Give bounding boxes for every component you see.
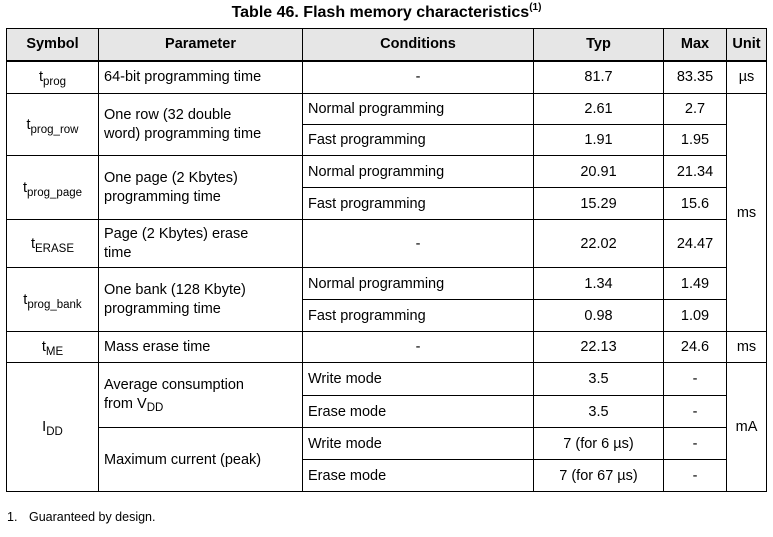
flash-characteristics-table-continued: tME Mass erase time - 22.13 24.6 ms IDD … (6, 331, 767, 492)
parameter-cell: One bank (128 Kbyte) programming time (98, 267, 303, 332)
parameter-cell: Mass erase time (98, 331, 303, 363)
conditions-cell: - (302, 331, 534, 363)
table-row: tERASE Page (2 Kbytes) erase time - 22.02… (6, 219, 767, 268)
header-symbol: Symbol (6, 28, 99, 62)
footnote-text: Guaranteed by design. (29, 510, 156, 524)
parameter-cell: Page (2 Kbytes) erase time (98, 219, 303, 268)
symbol-cell: tprog_row (6, 93, 99, 156)
table-row: tME Mass erase time - 22.13 24.6 ms (6, 331, 767, 363)
typ-cell: 20.91 (533, 155, 664, 188)
conditions-cell: Erase mode (302, 395, 534, 428)
table-row: Erase mode 7 (for 67 µs) - (7, 459, 767, 492)
unit-cell: ms (726, 93, 767, 332)
typ-cell: 2.61 (533, 93, 664, 125)
typ-cell: 7 (for 6 µs) (533, 427, 664, 460)
parameter-cell: 64-bit programming time (98, 60, 303, 94)
max-cell: - (663, 427, 727, 460)
conditions-cell: Normal programming (302, 93, 534, 125)
max-cell: 1.49 (663, 267, 727, 300)
header-parameter: Parameter (98, 28, 303, 62)
table-row: IDD Average consumption from VDD Write mo… (6, 362, 767, 492)
max-cell: - (663, 395, 727, 428)
max-cell: 2.7 (663, 93, 727, 125)
typ-cell: 22.02 (533, 219, 664, 268)
conditions-cell: Write mode (302, 427, 534, 460)
typ-cell: 15.29 (533, 187, 664, 220)
flash-characteristics-table: Symbol Parameter Conditions Typ Max Unit… (6, 28, 767, 332)
max-cell: 24.47 (663, 219, 727, 268)
table-row: Fast programming 0.98 1.09 (7, 299, 767, 332)
parameter-cell: One page (2 Kbytes) programming time (98, 155, 303, 220)
conditions-cell: Normal programming (302, 155, 534, 188)
max-cell: 21.34 (663, 155, 727, 188)
typ-cell: 7 (for 67 µs) (533, 459, 664, 492)
symbol-cell: tprog (6, 60, 99, 94)
parameter-cell: Maximum current (peak) (98, 427, 303, 492)
footnote-reference: (1) (529, 1, 542, 13)
header-max: Max (663, 28, 727, 62)
table-row: tprog_bank One bank (128 Kbyte) programmi… (6, 267, 767, 332)
table-row: tprog_page One page (2 Kbytes) programmin… (6, 155, 767, 220)
conditions-cell: Fast programming (302, 124, 534, 156)
typ-cell: 0.98 (533, 299, 664, 332)
typ-cell: 1.34 (533, 267, 664, 300)
conditions-cell: Erase mode (302, 459, 534, 492)
symbol-cell: IDD (6, 362, 99, 492)
typ-cell: 3.5 (533, 395, 664, 428)
table-row: Erase mode 3.5 - (7, 395, 767, 428)
max-cell: 83.35 (663, 60, 727, 94)
table-row: Fast programming 15.29 15.6 (7, 187, 767, 220)
typ-cell: 3.5 (533, 362, 664, 396)
max-cell: - (663, 362, 727, 396)
symbol-cell: tME (6, 331, 99, 363)
footnote: 1. Guaranteed by design. (7, 510, 155, 524)
conditions-cell: - (302, 219, 534, 268)
typ-cell: 22.13 (533, 331, 664, 363)
conditions-cell: - (302, 60, 534, 94)
max-cell: 24.6 (663, 331, 727, 363)
parameter-cell: One row (32 double word) programming time (98, 93, 303, 156)
parameter-cell: Average consumption from VDD (98, 362, 303, 428)
table-row: tprog 64-bit programming time - 81.7 83.… (6, 60, 767, 94)
header-row: Symbol Parameter Conditions Typ Max Unit (6, 28, 767, 62)
max-cell: 1.09 (663, 299, 727, 332)
conditions-cell: Normal programming (302, 267, 534, 300)
header-unit: Unit (726, 28, 767, 62)
typ-cell: 1.91 (533, 124, 664, 156)
conditions-cell: Write mode (302, 362, 534, 396)
max-cell: - (663, 459, 727, 492)
table-caption: Table 46. Flash memory characteristics(1… (0, 0, 773, 26)
max-cell: 1.95 (663, 124, 727, 156)
symbol-cell: tprog_page (6, 155, 99, 220)
table-row: Fast programming 1.91 1.95 (7, 124, 767, 156)
conditions-cell: Fast programming (302, 299, 534, 332)
header-typ: Typ (533, 28, 664, 62)
table-row: Maximum current (peak) Write mode 7 (for… (7, 427, 767, 492)
unit-cell: ms (726, 331, 767, 363)
header-conditions: Conditions (302, 28, 534, 62)
max-cell: 15.6 (663, 187, 727, 220)
symbol-cell: tERASE (6, 219, 99, 268)
conditions-cell: Fast programming (302, 187, 534, 220)
typ-cell: 81.7 (533, 60, 664, 94)
footnote-number: 1. (7, 510, 18, 524)
table-title: Table 46. Flash memory characteristics (231, 4, 530, 21)
unit-cell: mA (726, 362, 767, 492)
unit-cell: µs (726, 60, 767, 94)
symbol-cell: tprog_bank (6, 267, 99, 332)
table-row: tprog_row One row (32 double word) progra… (6, 93, 767, 332)
